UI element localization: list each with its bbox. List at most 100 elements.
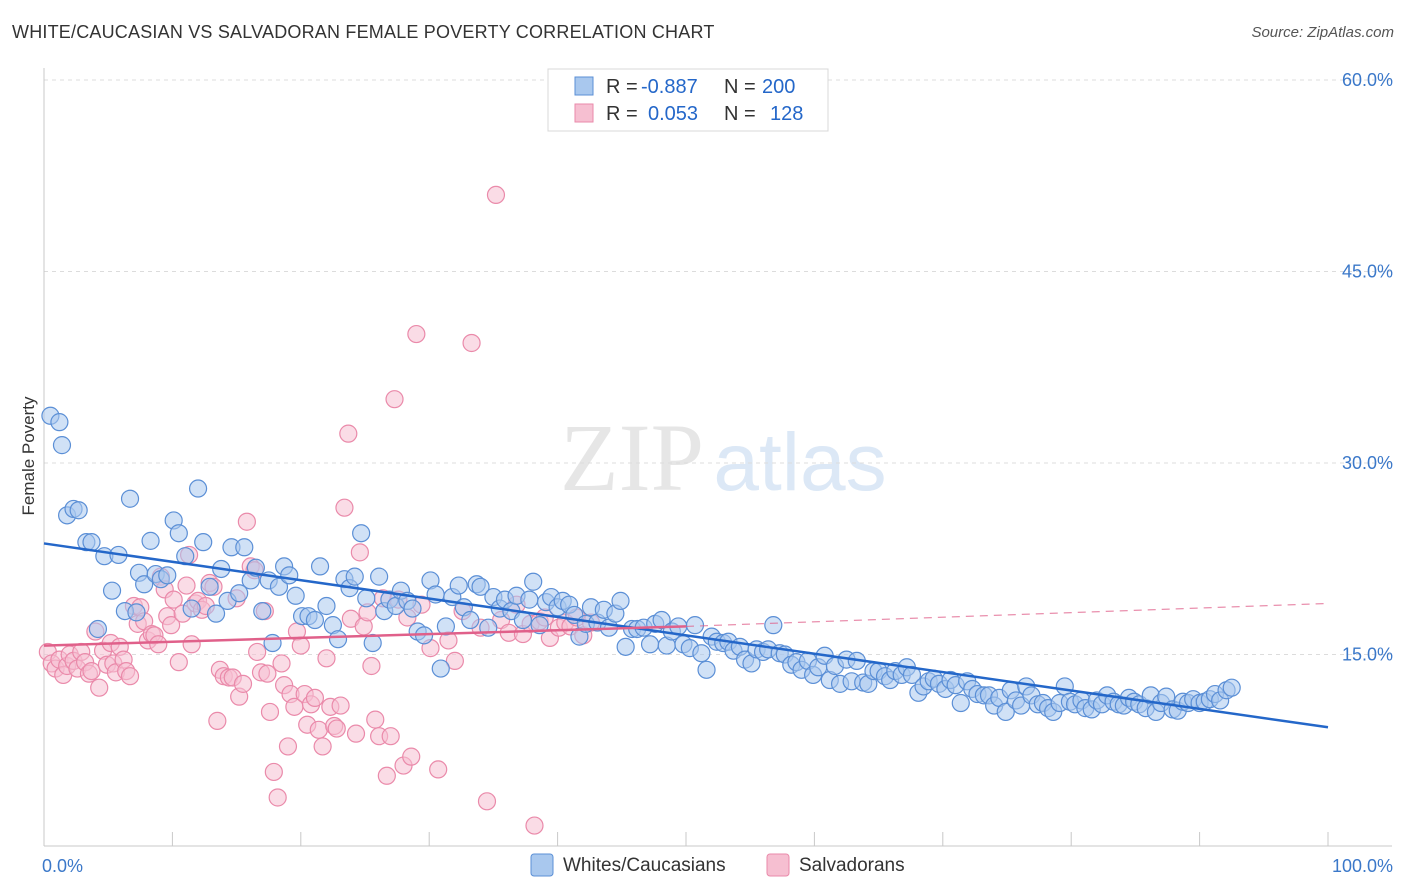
whites-point bbox=[352, 524, 371, 543]
salvadorans-point bbox=[339, 424, 358, 443]
series-whites-points bbox=[41, 406, 1241, 722]
salvadorans-point bbox=[331, 696, 350, 715]
salvadorans-trend-extension bbox=[685, 602, 1329, 628]
stats-legend-swatch-salvadorans bbox=[574, 103, 594, 123]
salvadorans-point bbox=[346, 724, 366, 743]
whites-point bbox=[345, 567, 364, 586]
whites-point bbox=[616, 637, 635, 656]
stats-legend-n-value-whites: 200 bbox=[762, 76, 795, 98]
series-salvadorans-points bbox=[38, 185, 601, 835]
whites-point bbox=[611, 591, 630, 610]
trend-lines bbox=[43, 542, 1329, 729]
whites-point bbox=[640, 635, 660, 654]
whites-point bbox=[1055, 677, 1074, 696]
salvadorans-point bbox=[305, 688, 325, 708]
salvadorans-point bbox=[260, 702, 280, 722]
whites-point bbox=[269, 577, 289, 596]
stats-legend-n-label-salvadorans: N = bbox=[724, 103, 756, 125]
whites-point bbox=[461, 610, 480, 630]
stats-legend-r-value-whites: -0.887 bbox=[641, 76, 698, 98]
salvadorans-point bbox=[350, 543, 369, 562]
chart-source: Source: ZipAtlas.com bbox=[1251, 24, 1394, 41]
whites-point bbox=[102, 581, 122, 600]
whites-point bbox=[328, 630, 348, 649]
salvadorans-point bbox=[477, 792, 497, 811]
whites-point bbox=[135, 575, 154, 594]
stats-legend-r-label-salvadorans: R = bbox=[606, 103, 638, 125]
whites-point bbox=[685, 616, 705, 635]
salvadorans-point bbox=[169, 653, 188, 672]
salvadorans-point bbox=[278, 737, 298, 756]
whites-point bbox=[194, 533, 213, 552]
whites-point bbox=[1222, 678, 1241, 697]
salvadorans-point bbox=[317, 649, 336, 668]
salvadorans-point bbox=[162, 616, 181, 635]
whites-point bbox=[230, 584, 249, 603]
salvadorans-point bbox=[377, 766, 396, 785]
y-tick-label: 60.0% bbox=[1342, 70, 1393, 90]
salvadorans-point bbox=[90, 678, 109, 697]
whites-point bbox=[253, 601, 272, 621]
salvadorans-point bbox=[429, 760, 448, 779]
whites-point bbox=[449, 576, 468, 595]
stats-legend-box bbox=[547, 68, 829, 132]
salvadorans-trend-line bbox=[43, 625, 687, 647]
stats-legend-r-label-whites: R = bbox=[606, 76, 638, 98]
stats-legend-r-value-salvadorans: 0.053 bbox=[648, 103, 698, 125]
whites-point bbox=[52, 436, 72, 455]
chart-title: WHITE/CAUCASIAN VS SALVADORAN FEMALE POV… bbox=[12, 22, 715, 42]
salvadorans-point bbox=[258, 664, 277, 683]
whites-point bbox=[263, 633, 282, 653]
salvadorans-point bbox=[264, 762, 283, 782]
salvadorans-point bbox=[291, 636, 310, 655]
salvadorans-point bbox=[407, 324, 426, 344]
x-tick-label-max: 100.0% bbox=[1332, 856, 1393, 876]
whites-point bbox=[520, 590, 539, 609]
whites-trend-line bbox=[43, 542, 1329, 729]
salvadorans-point bbox=[462, 333, 481, 353]
whites-point bbox=[524, 572, 543, 591]
whites-point bbox=[652, 610, 671, 630]
whites-point bbox=[50, 413, 69, 432]
x-ticks bbox=[43, 832, 1329, 846]
whites-point bbox=[206, 604, 226, 623]
whites-point bbox=[169, 524, 188, 543]
y-axis-label: Female Poverty bbox=[19, 396, 38, 516]
whites-point bbox=[88, 619, 108, 639]
stats-legend-swatch-whites bbox=[574, 76, 594, 96]
y-tick-label: 45.0% bbox=[1342, 262, 1393, 282]
y-tick-label: 15.0% bbox=[1342, 645, 1393, 665]
salvadorans-point bbox=[486, 185, 506, 204]
whites-point bbox=[280, 566, 299, 585]
salvadorans-point bbox=[82, 661, 101, 681]
whites-point bbox=[127, 603, 146, 622]
whites-point bbox=[182, 599, 201, 618]
whites-point bbox=[692, 644, 711, 663]
salvadorans-point bbox=[182, 635, 201, 654]
x-tick-label-min: 0.0% bbox=[42, 856, 83, 876]
salvadorans-point bbox=[272, 654, 291, 673]
salvadorans-point bbox=[309, 720, 328, 739]
salvadorans-point bbox=[366, 710, 385, 729]
whites-point bbox=[317, 596, 336, 616]
whites-point bbox=[188, 479, 208, 498]
whites-point bbox=[530, 616, 549, 635]
stats-legend-n-label-whites: N = bbox=[724, 76, 756, 98]
whites-point bbox=[370, 567, 389, 586]
whites-point bbox=[951, 693, 970, 713]
whites-point bbox=[471, 577, 490, 596]
legend-label-salvadorans: Salvadorans bbox=[799, 855, 905, 876]
legend-label-whites: Whites/Caucasians bbox=[563, 855, 726, 876]
salvadorans-point bbox=[233, 674, 253, 693]
bottom-legend: Whites/Caucasians Salvadorans bbox=[530, 853, 905, 877]
watermark-zip: ZIP bbox=[560, 404, 704, 511]
whites-point bbox=[996, 702, 1015, 722]
whites-point bbox=[158, 566, 177, 585]
legend-swatch-salvadorans bbox=[766, 853, 790, 877]
salvadorans-point bbox=[237, 512, 256, 531]
whites-point bbox=[286, 586, 305, 605]
y-tick-label: 30.0% bbox=[1342, 453, 1393, 473]
y-tick-labels: 15.0% 30.0% 45.0% 60.0% bbox=[1342, 70, 1393, 665]
salvadorans-point bbox=[313, 737, 332, 756]
